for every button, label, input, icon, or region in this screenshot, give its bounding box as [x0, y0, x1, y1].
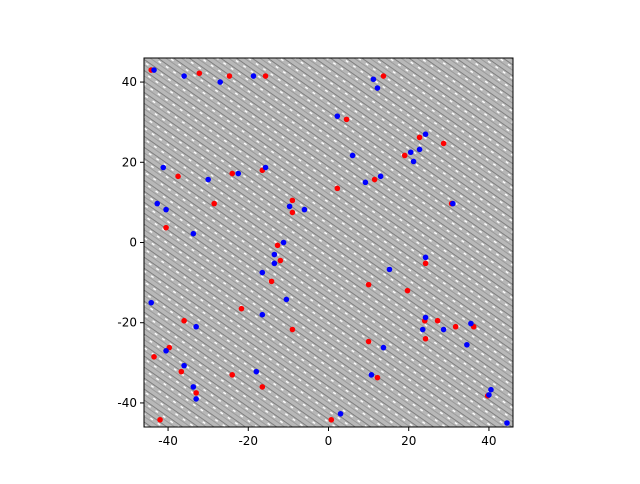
defect-point [181, 73, 187, 79]
defect-point [151, 354, 157, 360]
defect-point [504, 420, 510, 426]
defect-point [334, 113, 341, 119]
defect-point [151, 67, 157, 73]
x-tick-label: -40 [158, 434, 178, 448]
defect-point [362, 179, 369, 186]
y-tick-label: -40 [117, 396, 137, 410]
defect-point [193, 390, 199, 396]
defect-point [175, 173, 181, 180]
defect-point [374, 374, 381, 381]
defect-point [407, 149, 414, 156]
defect-point [434, 317, 441, 324]
defect-point [229, 170, 236, 177]
defect-point [468, 320, 474, 327]
defect-point [196, 70, 203, 77]
defect-point [190, 384, 197, 390]
defect-point [163, 206, 169, 213]
defect-point [253, 368, 260, 375]
defect-point [416, 134, 423, 141]
x-tick-label: -20 [238, 434, 258, 448]
defect-point [271, 260, 278, 267]
defect-point [289, 209, 296, 216]
defect-point [277, 257, 284, 264]
defect-point [440, 326, 447, 333]
defect-point [250, 73, 257, 79]
defect-point [259, 269, 266, 276]
defect-point [217, 79, 224, 85]
y-tick-label: 40 [122, 75, 137, 89]
defect-point [289, 326, 296, 333]
y-tick-label: -20 [117, 316, 137, 330]
defect-point [301, 206, 308, 213]
defect-point [365, 281, 372, 288]
defect-point [380, 344, 387, 351]
defect-point [181, 362, 187, 369]
field-background [144, 58, 513, 427]
defect-point [205, 176, 211, 183]
defect-point [422, 314, 429, 321]
defect-point [365, 338, 372, 345]
defect-point [286, 203, 293, 210]
defect-point [464, 341, 470, 348]
defect-point [377, 173, 384, 180]
defect-point [193, 396, 199, 402]
defect-point [422, 131, 429, 138]
defect-point [422, 335, 429, 342]
defect-point [349, 152, 356, 159]
defect-point [271, 251, 278, 258]
defect-point [486, 392, 492, 398]
defect-point [268, 278, 275, 285]
defect-point [160, 164, 167, 171]
defect-point [163, 347, 169, 354]
defect-point [452, 323, 459, 330]
defect-point [374, 85, 381, 91]
defect-point [386, 266, 393, 273]
defect-point [235, 170, 242, 177]
defect-point [181, 317, 187, 324]
defect-point [148, 299, 155, 306]
defect-point [370, 76, 377, 83]
defect-point [226, 73, 233, 79]
x-tick-label: 0 [325, 434, 333, 448]
defect-point [422, 254, 429, 261]
defect-point [211, 200, 217, 207]
defect-point [488, 386, 494, 393]
defect-point [422, 260, 429, 267]
defect-point [368, 372, 375, 378]
defect-point [163, 224, 169, 231]
defect-point [238, 305, 245, 312]
defect-point [401, 152, 408, 159]
defect-point [280, 239, 287, 246]
defect-point [380, 73, 387, 79]
defect-point [404, 287, 411, 294]
defect-point [154, 200, 161, 207]
y-tick-label: 0 [129, 236, 137, 250]
defect-point [328, 416, 335, 423]
defect-point [259, 311, 266, 318]
defect-point [371, 176, 378, 183]
defect-point [178, 368, 185, 375]
x-tick-label: 20 [401, 434, 416, 448]
x-tick-label: 40 [481, 434, 496, 448]
defect-point [343, 116, 350, 123]
defect-point [262, 164, 269, 171]
defect-point [229, 372, 236, 378]
defect-point [193, 323, 199, 330]
defect-point [289, 197, 296, 204]
defect-point [334, 185, 341, 192]
defect-point [190, 230, 197, 237]
defect-point [450, 200, 456, 207]
defect-point [410, 158, 417, 165]
defect-point [283, 296, 290, 303]
defect-point [419, 326, 426, 333]
defect-point [259, 384, 266, 390]
defect-point [416, 146, 423, 153]
defect-point [157, 416, 163, 423]
defect-point [262, 73, 269, 79]
defect-point [337, 410, 344, 417]
y-tick-label: 20 [122, 155, 137, 169]
defect-point [274, 242, 281, 249]
defect-point [440, 140, 447, 147]
